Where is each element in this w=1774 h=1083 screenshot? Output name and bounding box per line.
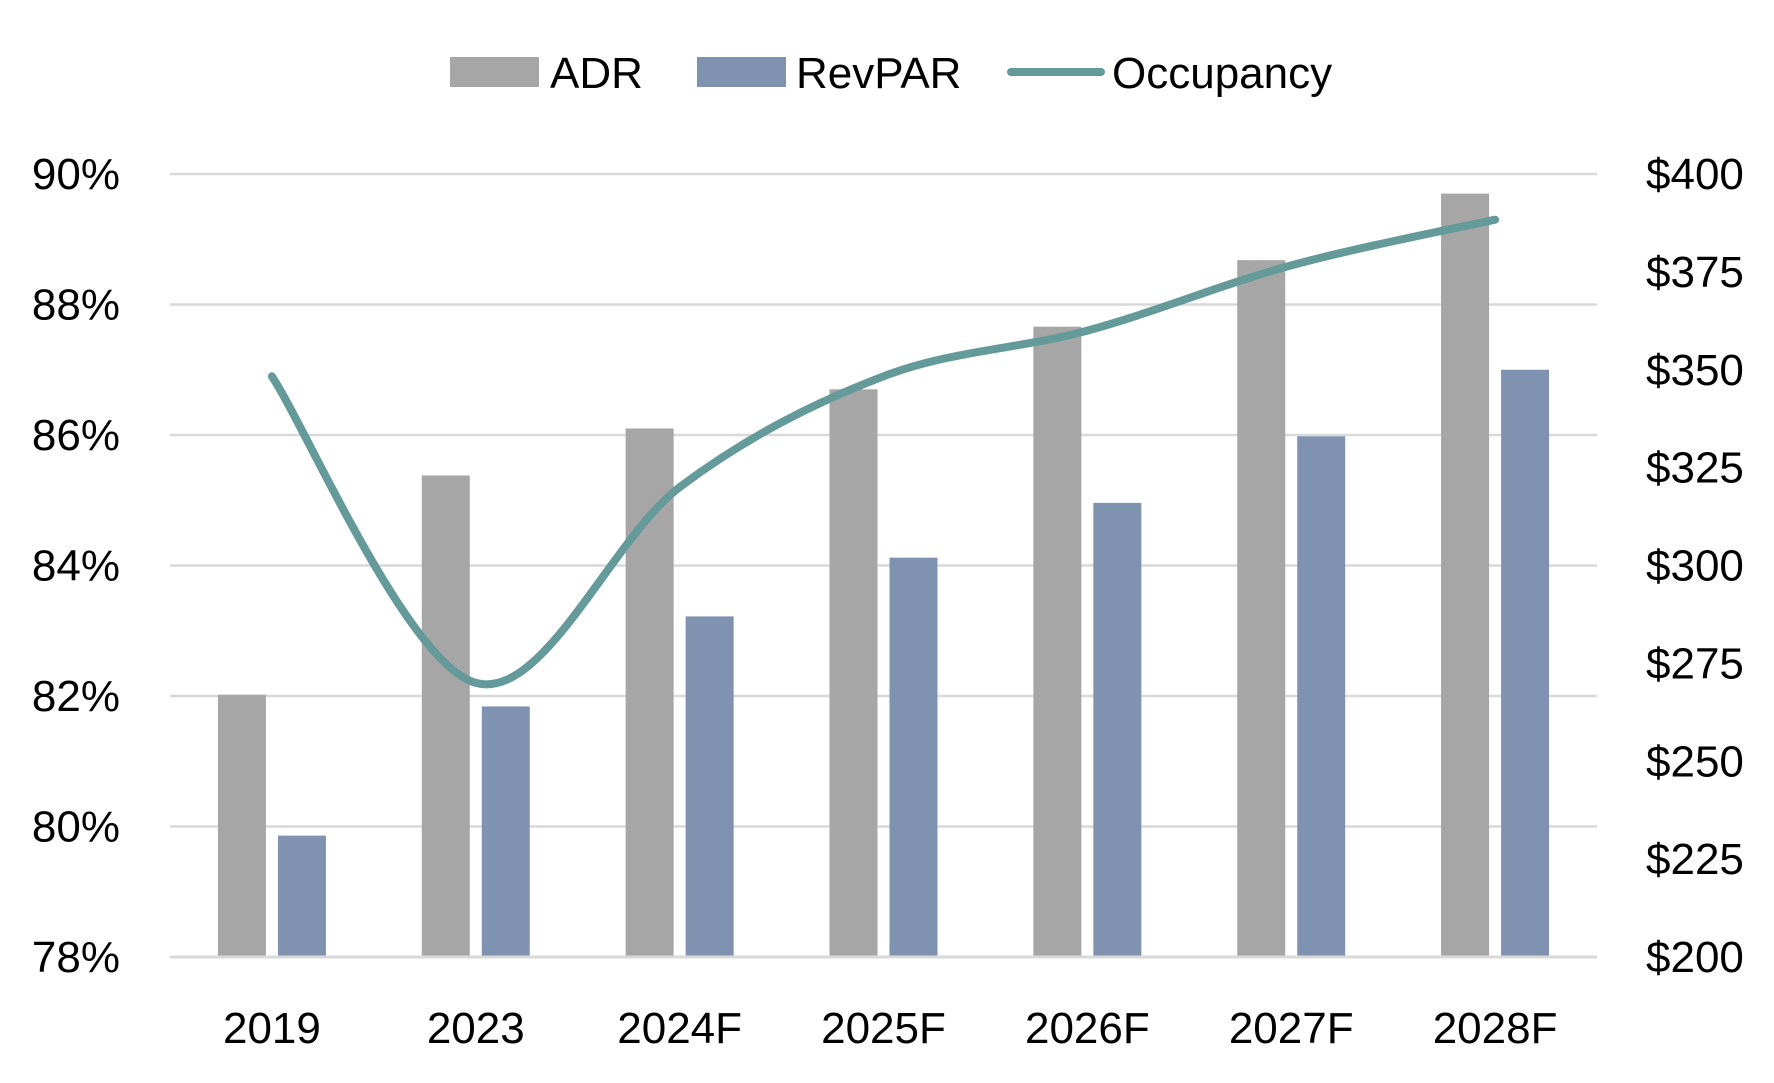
bar-revpar-2028f: [1501, 369, 1550, 957]
right-axis-tick-label: $350: [1646, 346, 1744, 395]
left-axis-ticks: 78% 80% 82% 84% 86% 88% 90%: [32, 150, 120, 982]
bar-revpar-2023: [481, 706, 530, 957]
x-axis-tick-label: 2026F: [1025, 1004, 1150, 1053]
right-axis-tick-label: $400: [1646, 150, 1744, 199]
left-axis-tick-label: 78%: [32, 933, 120, 982]
bar-adr-2019: [217, 694, 266, 957]
bar-adr-2027f: [1237, 260, 1286, 957]
x-axis-tick-label: 2028F: [1433, 1004, 1558, 1053]
right-axis-tick-label: $300: [1646, 542, 1744, 591]
left-axis-tick-label: 84%: [32, 542, 120, 591]
bar-adr-2026f: [1033, 326, 1082, 957]
left-axis-tick-label: 88%: [32, 281, 120, 330]
x-axis-tick-label: 2025F: [821, 1004, 946, 1053]
bar-revpar-2019: [277, 835, 326, 957]
bar-adr-2025f: [829, 389, 878, 957]
legend-label-adr: ADR: [550, 49, 643, 98]
left-axis-tick-label: 90%: [32, 150, 120, 199]
left-axis-tick-label: 82%: [32, 672, 120, 721]
legend-swatch-revpar: [697, 57, 786, 87]
bar-adr-2028f: [1441, 193, 1490, 957]
right-axis-tick-label: $325: [1646, 444, 1744, 493]
left-axis-tick-label: 80%: [32, 803, 120, 852]
bar-revpar-2025f: [889, 557, 938, 957]
bars: [170, 193, 1597, 959]
right-axis-tick-label: $200: [1646, 933, 1744, 982]
bar-revpar-2027f: [1297, 436, 1346, 957]
right-axis-tick-label: $250: [1646, 737, 1744, 786]
legend-label-occupancy: Occupancy: [1112, 49, 1332, 98]
left-axis-tick-label: 86%: [32, 411, 120, 460]
x-axis-tick-label: 2023: [427, 1004, 525, 1053]
occupancy-line-layer: [267, 215, 1500, 689]
legend-swatch-adr: [450, 57, 539, 87]
right-axis-tick-label: $275: [1646, 639, 1744, 688]
x-axis-tick-label: 2019: [223, 1004, 321, 1053]
x-axis-tick-label: 2027F: [1229, 1004, 1354, 1053]
x-axis-tick-label: 2024F: [617, 1004, 742, 1053]
legend: ADR RevPAR Occupancy: [450, 49, 1332, 98]
bar-revpar-2024f: [685, 616, 734, 957]
right-axis-tick-label: $225: [1646, 835, 1744, 884]
bar-adr-2024f: [625, 428, 674, 958]
x-axis-ticks: 2019 2023 2024F 2025F 2026F 2027F 2028F: [223, 1004, 1557, 1053]
right-axis-tick-label: $375: [1646, 248, 1744, 297]
gridlines: [170, 172, 1597, 959]
bar-revpar-2026f: [1093, 502, 1142, 957]
bar-adr-2023: [421, 475, 470, 957]
line-occupancy: [267, 215, 1500, 689]
right-axis-ticks: $200 $225 $250 $275 $300 $325 $350 $375 $400: [1646, 150, 1744, 982]
legend-label-revpar: RevPAR: [796, 49, 961, 98]
